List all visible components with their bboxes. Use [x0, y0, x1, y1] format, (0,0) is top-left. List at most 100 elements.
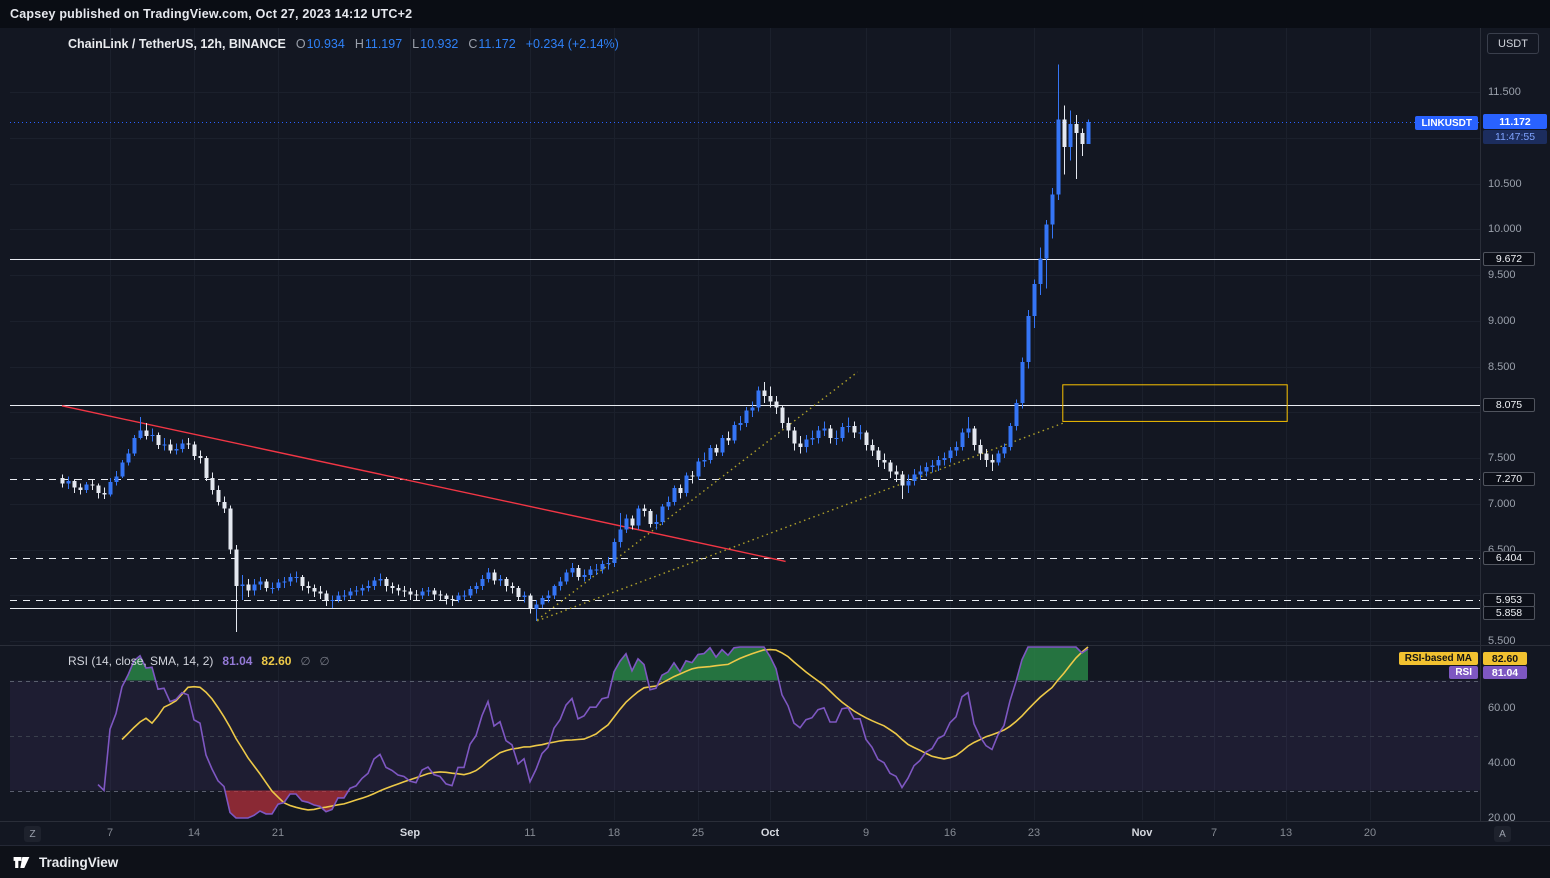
candle-body	[594, 569, 599, 571]
time-tick-label: 23	[1027, 827, 1041, 839]
candle-body	[912, 474, 917, 481]
indicator-circle-icon[interactable]: ∅	[300, 656, 311, 668]
candle-body	[126, 453, 131, 463]
candle-body	[336, 595, 341, 600]
price-line-label: 7.270	[1483, 472, 1535, 487]
candle-body	[756, 390, 761, 408]
candle-body	[294, 576, 299, 578]
rsi-band	[10, 680, 1480, 791]
price-line-label: 9.672	[1483, 252, 1535, 267]
symbol-info-row: ChainLink / TetherUS, 12h, BINANCE O 10.9…	[68, 37, 619, 51]
rsi-axis-label: 40.00	[1488, 757, 1516, 769]
candle-body	[678, 488, 683, 493]
candle-body	[936, 459, 941, 466]
time-axis[interactable]: Z A 7 14 21 Sep 11 18 25 Oct 9 16 23 Nov 7 13 20	[0, 821, 1550, 845]
candle-body	[1038, 258, 1043, 285]
candle-countdown-badge: 11:47:55	[1483, 130, 1547, 144]
candle-body	[210, 478, 215, 491]
candle-body	[894, 471, 899, 475]
rsi-lines-layer[interactable]	[97, 646, 1089, 819]
candle-body	[504, 578, 509, 587]
candle-body	[432, 590, 437, 595]
candle-body	[750, 407, 755, 411]
target-rectangle[interactable]	[1062, 384, 1288, 422]
candle-body	[156, 435, 161, 446]
candle-body	[288, 576, 293, 582]
pane-separator[interactable]	[0, 645, 1550, 646]
candle-body	[474, 586, 479, 589]
candle-body	[318, 591, 323, 594]
candle-body	[870, 445, 875, 451]
time-tick-label: 25	[691, 827, 705, 839]
candle-body	[1050, 194, 1055, 225]
candle-body	[654, 522, 659, 524]
candle-body	[372, 580, 377, 587]
candle-body	[342, 595, 347, 597]
candle-body	[492, 572, 497, 581]
auto-scale-button[interactable]: A	[1494, 826, 1511, 842]
candle-body	[1068, 124, 1073, 147]
candle-body	[978, 445, 983, 454]
rising-dotted-steep[interactable]	[536, 371, 859, 621]
published-bar: Capsey published on TradingView.com, Oct…	[0, 0, 1550, 28]
candle-body	[816, 430, 821, 438]
candle-body	[366, 586, 371, 588]
candle-body	[468, 588, 473, 596]
rsi-title[interactable]: RSI (14, close, SMA, 14, 2)	[68, 654, 214, 668]
candle-body	[744, 410, 749, 424]
candle-body	[720, 437, 725, 453]
candle-body	[162, 444, 167, 446]
symbol-title[interactable]: ChainLink / TetherUS, 12h, BINANCE	[68, 37, 286, 51]
candle-body	[606, 563, 611, 565]
candle-body	[810, 437, 815, 440]
rsi-line	[97, 646, 1089, 819]
candle-body	[612, 542, 617, 564]
rsi-indicator-row: RSI (14, close, SMA, 14, 2) 81.04 82.60 …	[68, 654, 330, 668]
currency-toggle-button[interactable]: USDT	[1487, 33, 1539, 54]
candle-body	[486, 572, 491, 579]
candle-body	[972, 428, 977, 446]
candle-body	[258, 581, 263, 585]
candle-body	[330, 599, 335, 601]
price-axis[interactable]: USDT 11.172 11:47:55 82.60 81.04 11.500 1…	[1480, 28, 1550, 824]
candle-body	[408, 591, 413, 595]
rsi-ma-value-badge: 82.60	[1483, 652, 1527, 665]
candle-body	[402, 590, 407, 592]
indicator-circle-icon[interactable]: ∅	[319, 656, 330, 668]
price-axis-label: 7.000	[1488, 497, 1516, 510]
candle-body	[954, 447, 959, 451]
price-line-label: 5.953	[1483, 592, 1535, 607]
price-axis-label: 11.500	[1488, 86, 1521, 98]
ohlc-low: L 10.932	[412, 37, 458, 51]
candle-body	[738, 423, 743, 426]
candle-body	[768, 395, 773, 402]
price-axis-label: 5.500	[1488, 635, 1516, 647]
candle-body	[660, 506, 665, 523]
timezone-button[interactable]: Z	[24, 826, 41, 842]
tradingview-logo-icon[interactable]	[12, 853, 31, 872]
candle-body	[570, 567, 575, 573]
candle-body	[1008, 425, 1013, 448]
candle-body	[558, 581, 563, 587]
price-change: +0.234 (+2.14%)	[525, 37, 619, 51]
ohlc-high: H 11.197	[355, 37, 402, 51]
price-axis-label: 9.500	[1488, 269, 1516, 281]
candle-body	[846, 425, 851, 427]
candle-body	[1014, 403, 1019, 426]
candle-body	[450, 598, 455, 600]
candle-body	[684, 475, 689, 493]
candle-body	[714, 447, 719, 453]
tradingview-brand[interactable]: TradingView	[39, 854, 119, 870]
time-tick-label: 11	[524, 827, 536, 839]
candle-body	[702, 459, 707, 462]
candle-body	[1020, 361, 1025, 404]
candle-body	[96, 485, 101, 493]
rising-dotted-shallow[interactable]	[536, 421, 1066, 622]
candle-body	[264, 581, 269, 588]
candle-body	[78, 487, 83, 491]
candle-body	[228, 508, 233, 550]
descending-trendline[interactable]	[61, 405, 786, 563]
candle-body	[1026, 316, 1031, 362]
candles-layer[interactable]	[60, 64, 1091, 632]
